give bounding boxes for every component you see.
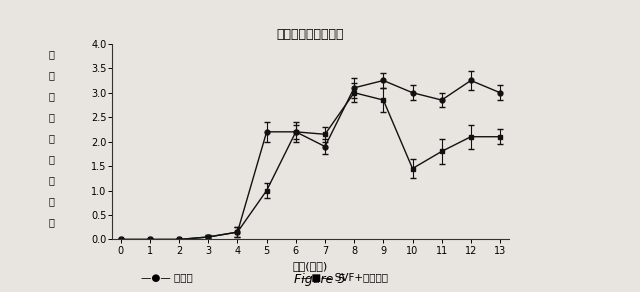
Text: 関: 関 xyxy=(48,112,54,122)
Text: —■— SVF+脂肪細胞: —■— SVF+脂肪細胞 xyxy=(301,272,388,282)
Text: —●— 賦形剤: —●— 賦形剤 xyxy=(141,272,193,282)
Text: 節: 節 xyxy=(48,133,54,143)
Text: 的: 的 xyxy=(48,91,54,101)
Text: Figure 5: Figure 5 xyxy=(294,273,346,286)
Text: 床: 床 xyxy=(48,70,54,80)
Text: ア: ア xyxy=(48,217,54,227)
X-axis label: 時間(日数): 時間(日数) xyxy=(292,260,328,271)
Text: 炎: 炎 xyxy=(48,154,54,164)
Text: ス: ス xyxy=(48,175,54,185)
Text: 臨: 臨 xyxy=(48,49,54,59)
Title: 臨床的関節炎スコア: 臨床的関節炎スコア xyxy=(276,28,344,41)
Text: コ: コ xyxy=(48,196,54,206)
